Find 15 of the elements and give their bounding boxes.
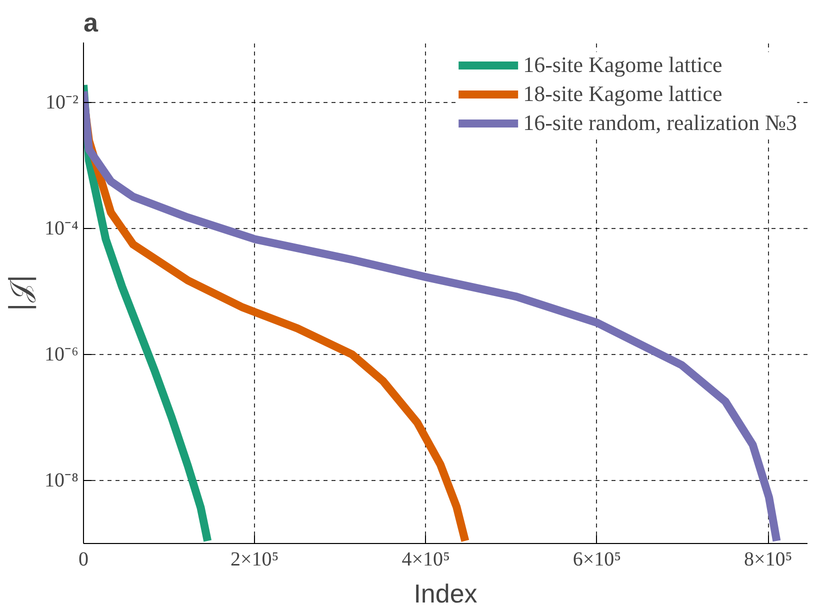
legend-label: 16-site Kagome lattice	[523, 52, 722, 78]
x-tick-label: 2×10⁵	[230, 548, 279, 570]
legend-label: 18-site Kagome lattice	[523, 81, 722, 107]
x-tick-label: 4×10⁵	[402, 548, 450, 570]
y-axis-title: |𝒥|	[4, 274, 37, 312]
x-tick-label: 6×10⁵	[572, 548, 622, 570]
x-tick-label: 0	[78, 548, 88, 570]
x-axis-title: Index	[414, 578, 478, 608]
legend-label: 16-site random, realization №3	[523, 110, 797, 136]
y-tick-label: 10⁻⁸	[44, 470, 79, 492]
y-tick-label: 10⁻⁴	[44, 218, 79, 240]
y-tick-label: 10⁻²	[46, 92, 79, 114]
x-tick-label: 8×10⁵	[744, 548, 792, 570]
chart-title: a	[84, 8, 98, 38]
y-tick-label: 10⁻⁶	[44, 344, 79, 366]
